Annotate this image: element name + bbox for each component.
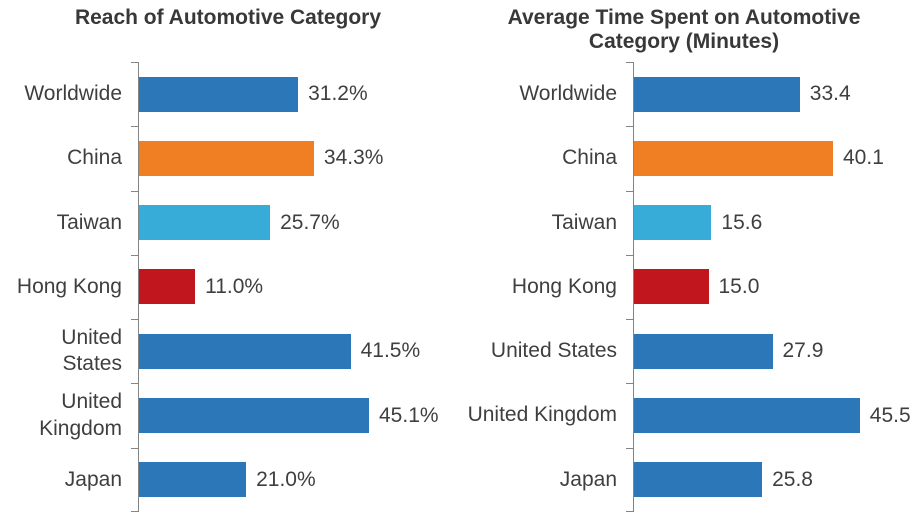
value-label: 11.0% bbox=[205, 274, 264, 298]
category-label: Worldwide bbox=[519, 82, 617, 106]
bar bbox=[634, 462, 763, 498]
chart-row: United Kingdom 45.5 bbox=[456, 383, 912, 447]
value-label: 33.4 bbox=[809, 82, 851, 106]
bar bbox=[139, 140, 314, 176]
chart-row: Hong Kong 15.0 bbox=[456, 255, 912, 319]
bar bbox=[634, 140, 833, 176]
chart-row: China 34.3% bbox=[0, 126, 456, 190]
category-label: China bbox=[562, 146, 617, 170]
plot-area-reach: Worldwide 31.2% China 34.3% Taiwan 25.7% Hong … bbox=[0, 62, 456, 512]
axis-tick bbox=[131, 126, 138, 128]
bar bbox=[139, 269, 196, 305]
value-label: 25.8 bbox=[772, 467, 813, 491]
bar bbox=[139, 205, 271, 241]
bar bbox=[139, 76, 299, 112]
bar bbox=[634, 333, 773, 369]
bar bbox=[634, 205, 712, 241]
chart-row: China 40.1 bbox=[456, 126, 912, 190]
axis-tick bbox=[626, 62, 633, 63]
bar bbox=[139, 333, 351, 369]
axis-tick bbox=[626, 447, 633, 449]
category-label: Taiwan bbox=[551, 210, 617, 234]
axis-tick bbox=[131, 511, 138, 512]
axis-tick bbox=[626, 190, 633, 192]
chart-row: Japan 25.8 bbox=[456, 448, 912, 512]
value-label: 45.1% bbox=[379, 403, 439, 427]
bar bbox=[634, 76, 800, 112]
plot-area-time-spent: Worldwide 33.4 China 40.1 Taiwan 15.6 Hong Kon… bbox=[456, 62, 912, 512]
value-label: 15.0 bbox=[718, 274, 760, 298]
value-label: 25.7% bbox=[280, 210, 340, 234]
axis-tick bbox=[131, 383, 138, 385]
category-label: United Kingdom bbox=[39, 390, 122, 440]
axis-tick bbox=[131, 447, 138, 449]
category-label: Hong Kong bbox=[16, 274, 122, 298]
axis-tick bbox=[131, 190, 138, 192]
chart-row: Japan 21.0% bbox=[0, 448, 456, 512]
chart-row: United States 27.9 bbox=[456, 319, 912, 383]
chart-row: Taiwan 25.7% bbox=[0, 191, 456, 255]
category-label: United States bbox=[490, 339, 617, 363]
chart-reach: Reach of Automotive Category Worldwide 31… bbox=[0, 6, 456, 512]
category-label: Worldwide bbox=[24, 82, 122, 106]
category-label: Japan bbox=[559, 467, 617, 491]
chart-row: Hong Kong 11.0% bbox=[0, 255, 456, 319]
category-label: Hong Kong bbox=[511, 274, 617, 298]
bar bbox=[139, 462, 247, 498]
category-axis-line bbox=[633, 62, 634, 512]
category-label: China bbox=[67, 146, 122, 170]
axis-tick bbox=[626, 383, 633, 385]
value-label: 41.5% bbox=[360, 339, 421, 363]
chart-row: Taiwan 15.6 bbox=[456, 191, 912, 255]
bar-rows: Worldwide 31.2% China 34.3% Taiwan 25.7% Hong … bbox=[0, 62, 456, 512]
chart-row: Worldwide 33.4 bbox=[456, 62, 912, 126]
category-label: United Kingdom bbox=[467, 403, 617, 427]
category-label: Taiwan bbox=[56, 210, 122, 234]
value-label: 27.9 bbox=[782, 339, 824, 363]
axis-tick bbox=[626, 511, 633, 512]
chart-time-spent: Average Time Spent on Automotive Categor… bbox=[456, 0, 912, 518]
value-label: 21.0% bbox=[256, 467, 316, 491]
value-label: 45.5 bbox=[869, 403, 911, 427]
category-axis-line bbox=[138, 62, 139, 512]
bar bbox=[139, 398, 369, 434]
axis-tick bbox=[626, 254, 633, 256]
chart-row: United Kingdom 45.1% bbox=[0, 383, 456, 447]
category-label: Japan bbox=[64, 467, 122, 491]
value-label: 31.2% bbox=[308, 82, 368, 106]
bar bbox=[634, 269, 709, 305]
chart-title-time-spent: Average Time Spent on Automotive Categor… bbox=[507, 6, 861, 54]
chart-row: Worldwide 31.2% bbox=[0, 62, 456, 126]
axis-tick bbox=[131, 254, 138, 256]
axis-tick bbox=[626, 319, 633, 321]
bar bbox=[634, 398, 860, 434]
bar-rows: Worldwide 33.4 China 40.1 Taiwan 15.6 Hong Kon… bbox=[456, 62, 912, 512]
axis-tick bbox=[626, 126, 633, 128]
axis-tick bbox=[131, 62, 138, 63]
value-label: 34.3% bbox=[323, 146, 384, 170]
category-label: United States bbox=[61, 326, 122, 376]
chart-title-reach: Reach of Automotive Category bbox=[74, 6, 382, 29]
value-label: 40.1 bbox=[843, 146, 884, 170]
value-label: 15.6 bbox=[721, 210, 763, 234]
chart-row: United States 41.5% bbox=[0, 319, 456, 383]
axis-tick bbox=[131, 319, 138, 321]
